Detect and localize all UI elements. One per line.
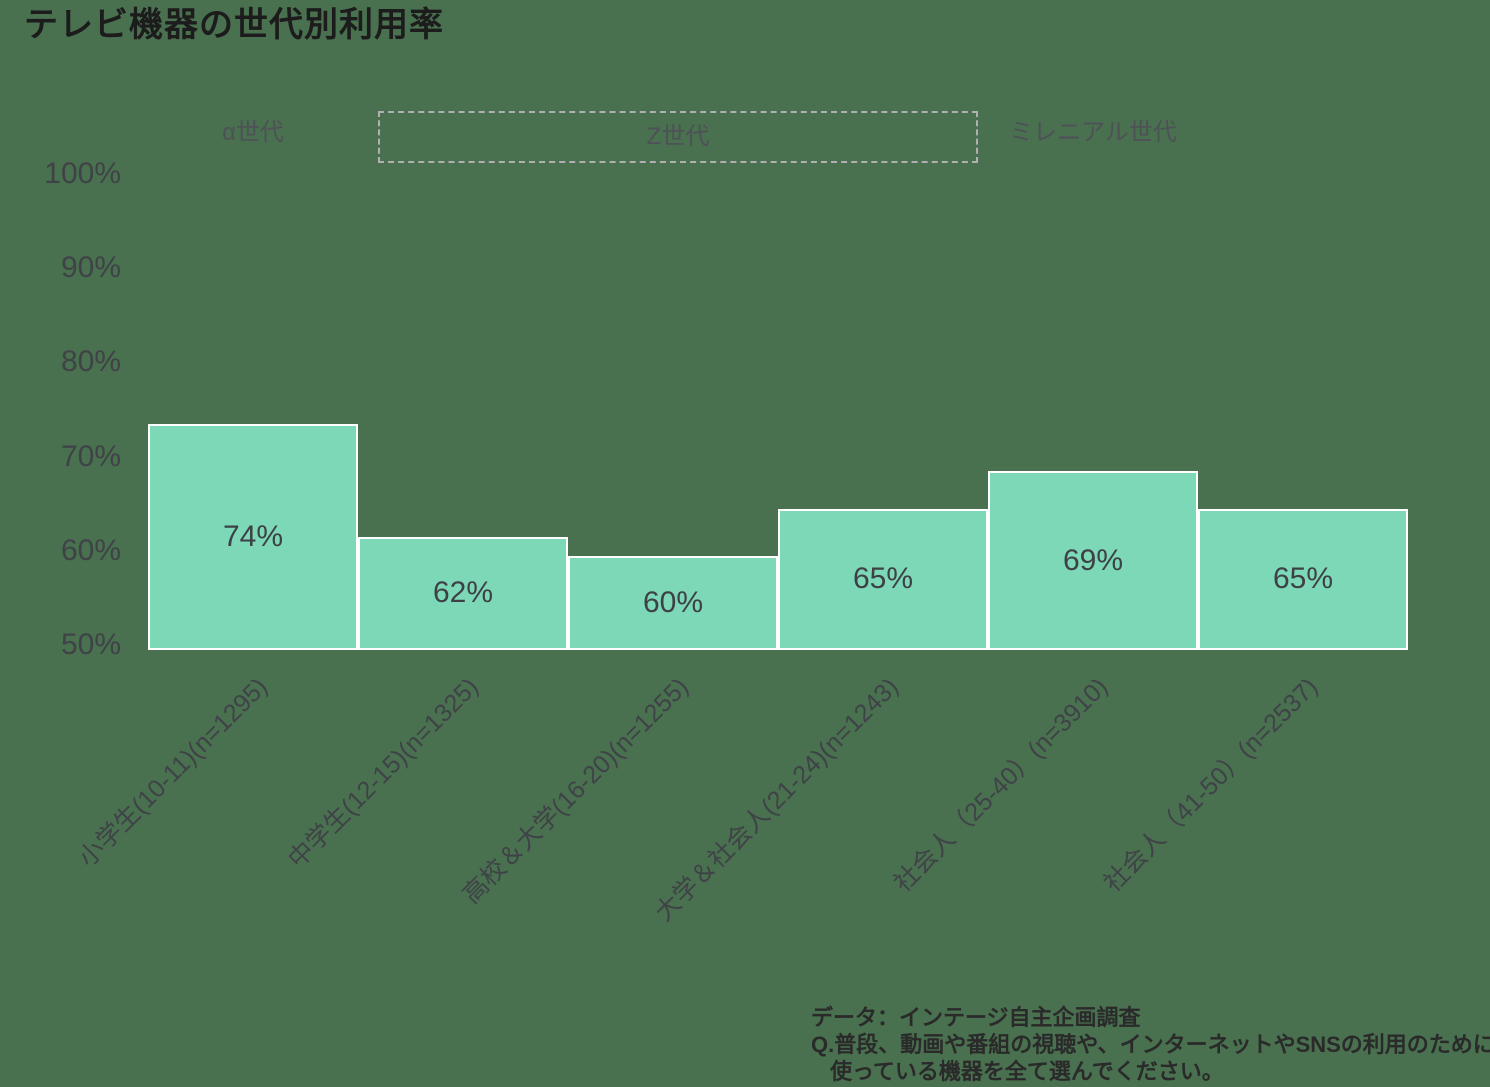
y-tick-label: 60% <box>60 533 121 567</box>
source-note-line-1: データ：インテージ自主企画調査 <box>811 1005 1141 1030</box>
x-category-label: 高校＆大学(16-20)(n=1255) <box>457 672 694 910</box>
generation-z-dashed-box: Z世代 <box>378 111 978 163</box>
y-tick-label: 90% <box>60 251 121 285</box>
x-category-label: 大学＆社会人(21-24)(n=1243) <box>649 672 904 927</box>
bar-value-label: 69% <box>1062 543 1124 577</box>
generation-label-alpha: α世代 <box>222 119 284 146</box>
source-note-line-2: Q.普段、動画や番組の視聴や、インターネットやSNSの利用のために <box>811 1032 1490 1057</box>
x-category-label: 小学生(10-11)(n=1295) <box>73 672 274 873</box>
bar-value-label: 65% <box>852 562 914 596</box>
bar: 69% <box>988 471 1198 650</box>
y-tick-label: 80% <box>60 345 121 379</box>
y-tick-label: 70% <box>60 439 121 473</box>
chart-title: テレビ機器の世代別利用率 <box>24 6 444 44</box>
generation-label-millennial: ミレニアル世代 <box>1009 119 1177 146</box>
source-note-line-3: 使っている機器を全て選んでください。 <box>830 1059 1224 1084</box>
x-category-label: 社会人（41-50）(n=2537) <box>1098 672 1324 898</box>
bar: 65% <box>1198 508 1408 650</box>
bar: 74% <box>148 423 358 650</box>
bar-value-label: 62% <box>432 576 494 610</box>
y-tick-label: 50% <box>60 628 121 661</box>
x-category-label: 中学生(12-15)(n=1325) <box>282 672 484 874</box>
bar-value-label: 65% <box>1272 562 1334 596</box>
bar-value-label: 74% <box>222 519 284 553</box>
bar: 60% <box>568 555 778 650</box>
x-category-label: 社会人（25-40）(n=3910) <box>888 672 1114 898</box>
generation-label-z: Z世代 <box>646 123 710 150</box>
bar: 62% <box>358 536 568 650</box>
y-tick-label: 100% <box>44 157 121 190</box>
source-note: データ：インテージ自主企画調査 Q.普段、動画や番組の視聴や、インターネットやS… <box>811 1004 1490 1085</box>
bar: 65% <box>778 508 988 650</box>
bar-value-label: 60% <box>642 585 704 619</box>
